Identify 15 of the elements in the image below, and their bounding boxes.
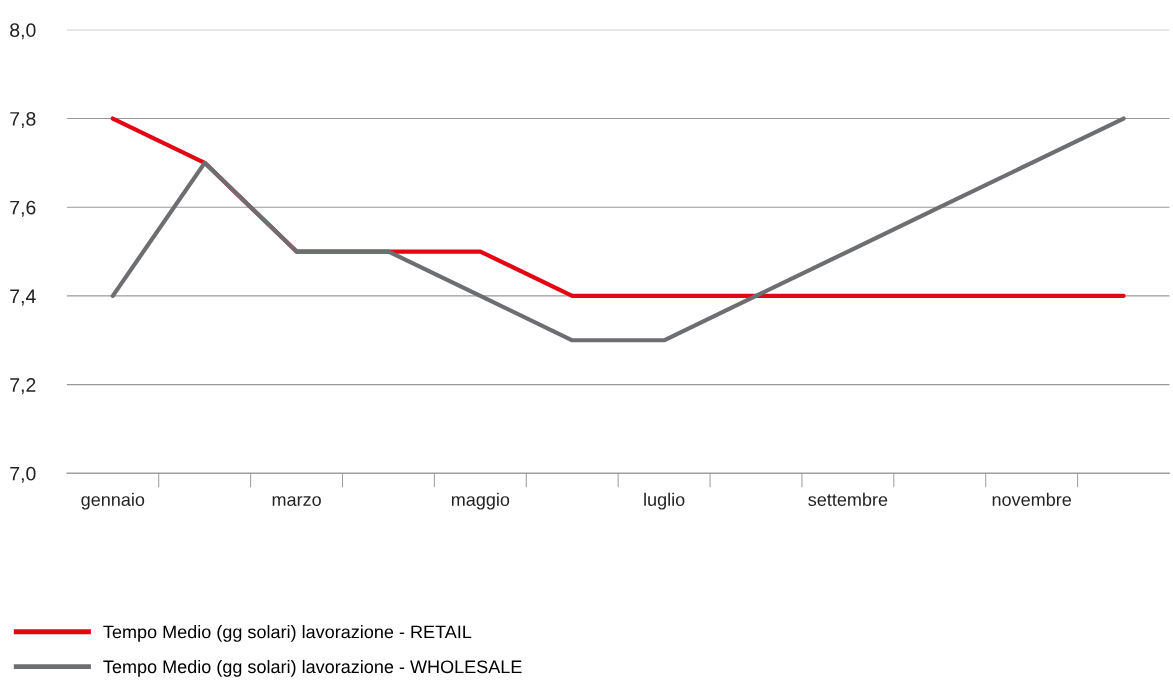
y-tick-label: 7,2	[10, 378, 36, 395]
legend-label: Tempo Medio (gg solari) lavorazione - WHOLESALE	[103, 659, 522, 677]
line-series	[110, 116, 1126, 343]
x-tick-label: settembre	[808, 492, 888, 507]
y-tick-label: 7,4	[10, 289, 36, 306]
legend-label: Tempo Medio (gg solari) lavorazione - RETAIL	[103, 625, 472, 642]
y-tick-label: 7,0	[10, 466, 36, 483]
x-tick-label: luglio	[644, 492, 685, 510]
x-tick-label: novembre	[992, 492, 1071, 507]
y-tick-label: 7,8	[10, 111, 36, 129]
y-tick-label: 7,6	[10, 200, 36, 217]
y-tick-label: 8,0	[10, 23, 36, 40]
x-tick-label: marzo	[272, 496, 321, 507]
x-tick-label: gennaio	[81, 492, 145, 510]
x-tick-label: maggio	[451, 492, 510, 510]
